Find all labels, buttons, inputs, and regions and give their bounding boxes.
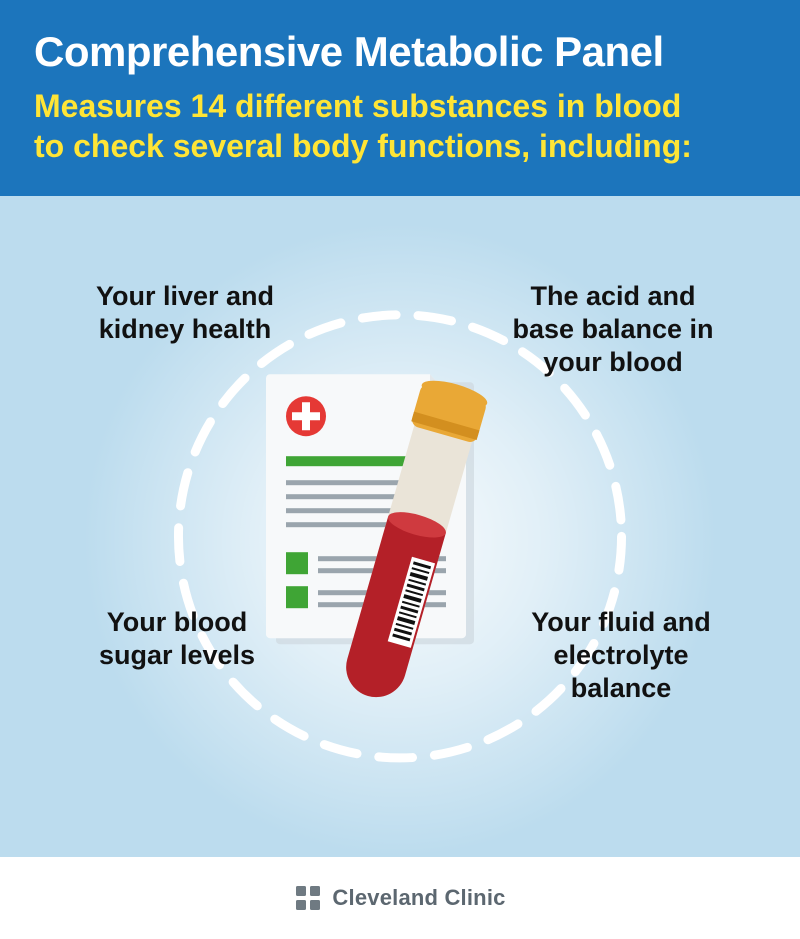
center-illustration	[240, 352, 560, 732]
page-subtitle: Measures 14 different substances in bloo…	[34, 86, 766, 166]
callout-liver-kidney: Your liver and kidney health	[70, 280, 300, 346]
cleveland-clinic-logo-icon	[294, 884, 322, 912]
infographic-frame: Comprehensive Metabolic Panel Measures 1…	[0, 0, 800, 939]
footer-bar: Cleveland Clinic	[0, 857, 800, 939]
footer-brand-text: Cleveland Clinic	[332, 885, 505, 911]
header-banner: Comprehensive Metabolic Panel Measures 1…	[0, 0, 800, 196]
main-panel: Your liver and kidney health The acid an…	[0, 196, 800, 857]
page-title: Comprehensive Metabolic Panel	[34, 28, 766, 76]
